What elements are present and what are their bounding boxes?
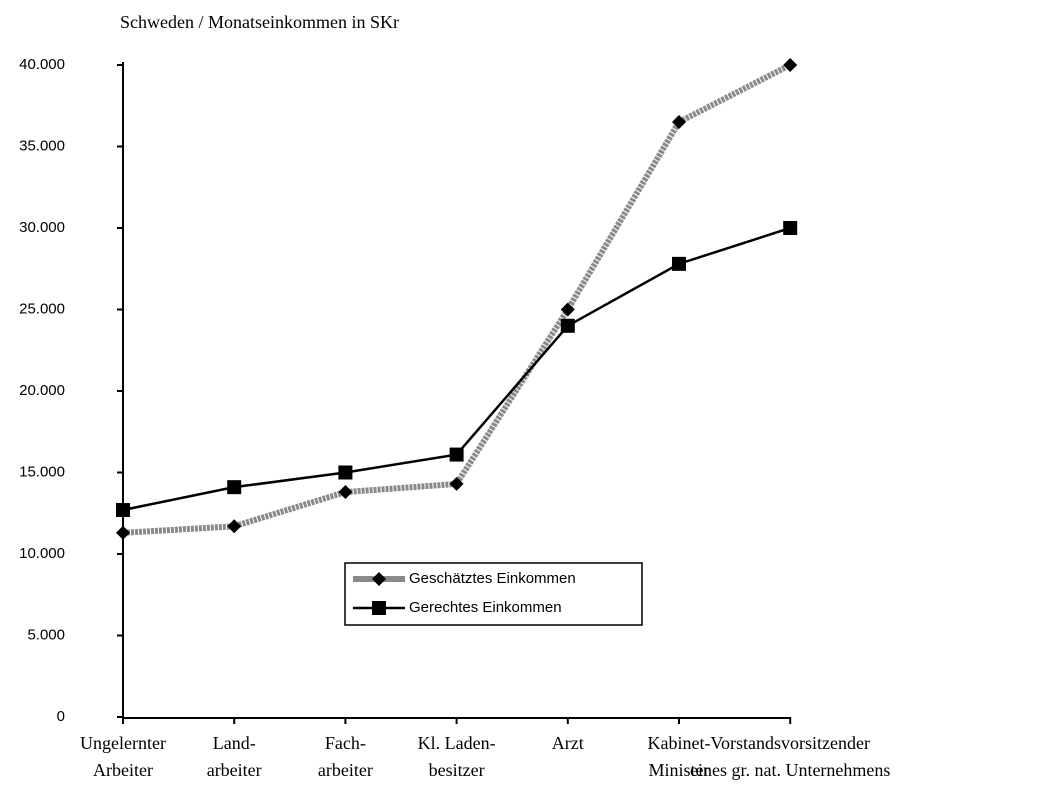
x-tick-label: Vorstandsvorsitzender: [710, 733, 870, 753]
marker: [227, 519, 242, 534]
x-tick-label: eines gr. nat. Unternehmens: [690, 760, 890, 780]
marker: [116, 525, 130, 540]
x-tick-label: Ungelernter: [80, 733, 166, 753]
series-line: [122, 62, 792, 536]
marker: [783, 58, 798, 72]
y-tick-label: 25.000: [19, 300, 65, 317]
marker: [560, 318, 575, 333]
y-tick-label: 10.000: [19, 545, 65, 562]
x-tick-label: arbeiter: [207, 760, 262, 780]
x-tick-label: Arzt: [552, 733, 584, 753]
marker: [338, 485, 353, 500]
chart-title: Schweden / Monatseinkommen in SKr: [120, 12, 399, 32]
marker: [116, 502, 130, 517]
y-tick-label: 5.000: [27, 626, 65, 643]
legend-label: Geschätztes Einkommen: [409, 570, 576, 587]
marker: [372, 572, 386, 586]
marker: [672, 115, 686, 130]
x-tick-label: Fach-: [325, 733, 366, 753]
marker: [449, 447, 464, 462]
marker: [372, 601, 386, 615]
y-tick-label: 35.000: [19, 137, 65, 154]
y-tick-label: 30.000: [19, 219, 65, 236]
x-tick-label: Land-: [213, 733, 256, 753]
x-tick-label: Kl. Laden-: [418, 733, 496, 753]
x-tick-label: arbeiter: [318, 760, 373, 780]
marker: [449, 476, 464, 491]
legend-label: Gerechtes Einkommen: [409, 599, 562, 616]
x-tick-label: besitzer: [429, 760, 485, 780]
marker: [783, 221, 798, 235]
y-tick-label: 0: [57, 708, 65, 725]
marker: [227, 480, 242, 495]
marker: [338, 465, 353, 480]
y-tick-label: 40.000: [19, 56, 65, 73]
x-tick-label: Minister: [649, 760, 710, 780]
series-line: [122, 226, 791, 512]
y-tick-label: 20.000: [19, 382, 65, 399]
x-tick-label: Kabinet-: [648, 733, 711, 753]
marker: [672, 256, 686, 271]
legend-box: [344, 562, 643, 626]
x-tick-label: Arbeiter: [93, 760, 153, 780]
marker: [560, 302, 575, 317]
y-tick-label: 15.000: [19, 463, 65, 480]
